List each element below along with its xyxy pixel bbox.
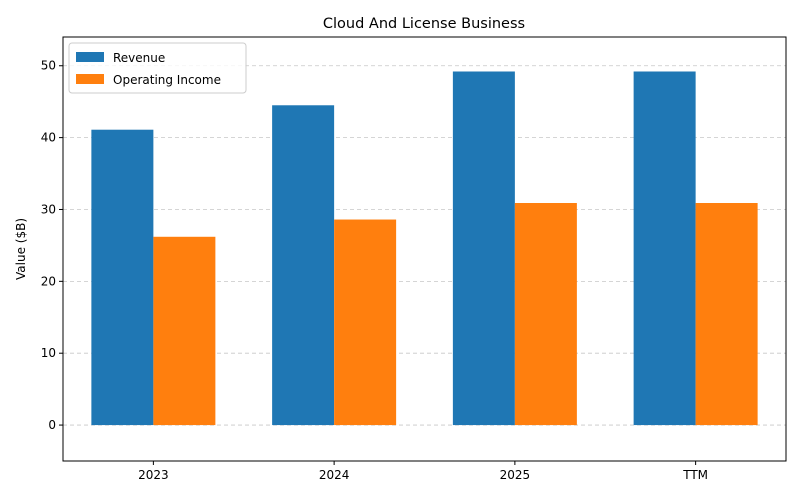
bar-revenue-2024 (272, 105, 335, 426)
legend-swatch (76, 52, 104, 62)
x-tick-label: 2024 (319, 468, 350, 482)
x-tick-label: TTM (682, 468, 708, 482)
y-axis-label: Value ($B) (14, 218, 28, 280)
y-tick-label: 40 (41, 131, 56, 145)
x-tick-label: 2025 (500, 468, 531, 482)
y-axis: 0 10 20 30 40 50 (41, 59, 63, 432)
legend-swatch (76, 74, 104, 84)
x-axis: 2023 2024 2025 TTM (138, 461, 708, 482)
bar-revenue-2025 (452, 71, 515, 426)
y-tick-label: 20 (41, 274, 56, 288)
x-tick-label: 2023 (138, 468, 169, 482)
bars (91, 71, 758, 426)
legend-label: Revenue (113, 51, 165, 65)
plot-frame (62, 36, 787, 462)
bar-operating-income-2024 (334, 219, 397, 426)
legend-box (68, 42, 247, 94)
bar-operating-income-ttm (695, 203, 758, 426)
legend: Revenue Operating Income (68, 42, 247, 94)
y-tick-label: 0 (48, 418, 56, 432)
y-tick-label: 30 (41, 202, 56, 216)
legend-label: Operating Income (113, 73, 221, 87)
bar-revenue-2023 (91, 129, 154, 426)
bar-operating-income-2023 (153, 236, 216, 426)
y-tick-label: 50 (41, 59, 56, 73)
chart-title: Cloud And License Business (323, 16, 525, 32)
bar-revenue-ttm (633, 71, 696, 426)
y-tick-label: 10 (41, 346, 56, 360)
bar-operating-income-2025 (514, 203, 577, 426)
